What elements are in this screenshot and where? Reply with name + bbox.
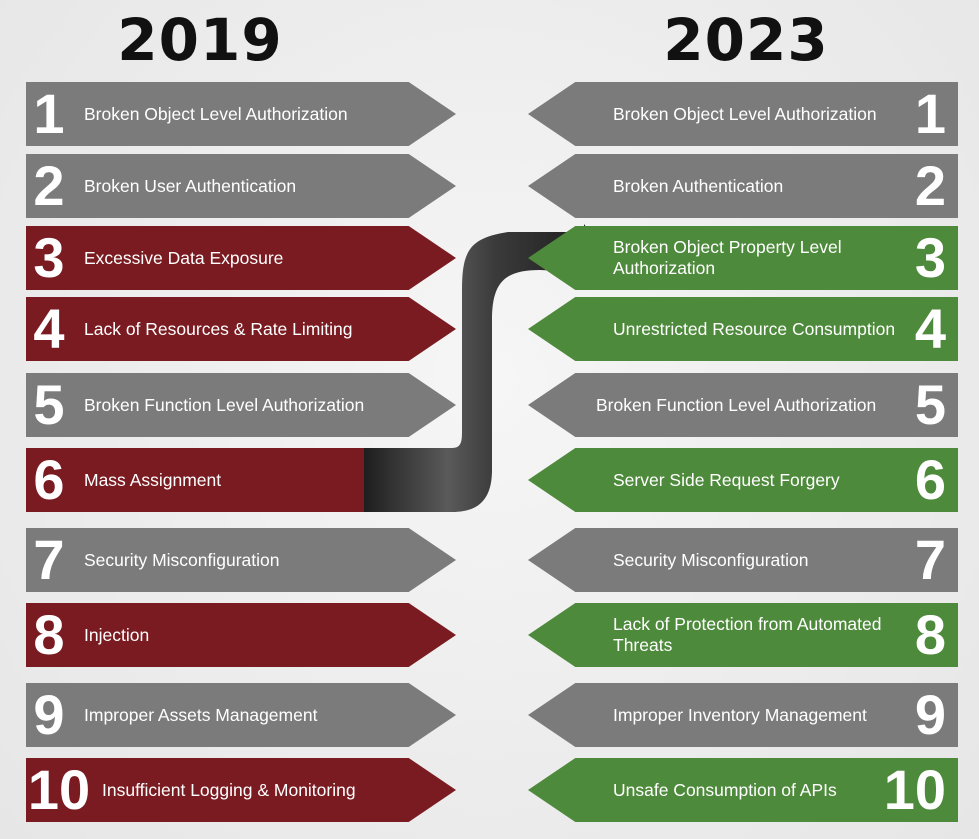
left-item-6: 6 Mass Assignment — [26, 448, 364, 512]
left-item-number: 2 — [33, 154, 65, 217]
right-item-label: Unsafe Consumption of APIs — [613, 779, 837, 800]
right-item-number: 3 — [914, 226, 946, 289]
left-item-label: Broken Object Level Authorization — [84, 103, 348, 124]
left-item-label: Broken User Authentication — [84, 175, 297, 196]
left-item-number: 8 — [33, 603, 65, 666]
right-item-number: 1 — [914, 82, 946, 145]
right-item-number: 9 — [914, 683, 946, 746]
left-item-label: Improper Assets Management — [84, 704, 318, 725]
left-item-label: Lack of Resources & Rate Limiting — [84, 318, 353, 339]
year-2023-heading: 2023 — [663, 6, 829, 74]
right-item-label: Broken Function Level Authorization — [596, 394, 877, 415]
left-item-10: 10 Insufficient Logging & Monitoring — [26, 758, 456, 822]
left-item-number: 3 — [33, 226, 65, 289]
left-item-7: 7 Security Misconfiguration — [26, 528, 456, 592]
left-item-2: 2 Broken User Authentication — [26, 154, 456, 218]
left-item-number: 5 — [33, 373, 65, 436]
right-item-number: 10 — [883, 758, 946, 821]
right-item-7: Security Misconfiguration 7 — [528, 528, 958, 592]
left-item-5: 5 Broken Function Level Authorization — [26, 373, 456, 437]
left-item-label: Security Misconfiguration — [84, 549, 280, 570]
right-item-label: Lack of Protection from Automated Threat… — [613, 614, 882, 655]
left-item-label: Injection — [84, 624, 150, 645]
right-item-4: Unrestricted Resource Consumption 4 — [528, 297, 958, 361]
right-item-10: Unsafe Consumption of APIs 10 — [528, 758, 958, 822]
right-item-8: Lack of Protection from Automated Threat… — [528, 603, 958, 667]
left-item-number: 6 — [33, 448, 65, 511]
right-item-6: Server Side Request Forgery 6 — [528, 448, 958, 512]
left-item-label: Broken Function Level Authorization — [84, 394, 365, 415]
right-item-3: Broken Object Property Level Authorizati… — [528, 226, 958, 290]
right-item-number: 4 — [914, 297, 946, 360]
right-item-label: Broken Object Property Level Authorizati… — [613, 237, 842, 278]
left-item-1: 1 Broken Object Level Authorization — [26, 82, 456, 146]
right-item-9: Improper Inventory Management 9 — [528, 683, 958, 747]
right-item-number: 2 — [914, 154, 946, 217]
right-item-label: Security Misconfiguration — [613, 549, 809, 570]
left-item-number: 7 — [33, 528, 65, 591]
year-2019-heading: 2019 — [117, 6, 283, 74]
left-item-3: 3 Excessive Data Exposure — [26, 226, 456, 290]
left-item-label: Excessive Data Exposure — [84, 247, 284, 268]
left-item-8: 8 Injection — [26, 603, 456, 667]
right-item-number: 7 — [914, 528, 946, 591]
right-item-number: 8 — [914, 603, 946, 666]
right-item-number: 6 — [914, 448, 946, 511]
left-item-4: 4 Lack of Resources & Rate Limiting — [26, 297, 456, 361]
left-item-number: 4 — [33, 297, 65, 360]
left-item-label: Insufficient Logging & Monitoring — [102, 779, 356, 800]
right-item-label: Improper Inventory Management — [613, 704, 867, 725]
left-item-9: 9 Improper Assets Management — [26, 683, 456, 747]
right-item-number: 5 — [914, 373, 946, 436]
right-item-5: Broken Function Level Authorization 5 — [528, 373, 958, 437]
left-item-label: Mass Assignment — [84, 469, 222, 490]
right-item-label: Broken Object Level Authorization — [613, 103, 877, 124]
right-item-label: Unrestricted Resource Consumption — [613, 318, 896, 339]
right-item-label: Broken Authentication — [613, 175, 784, 196]
left-item-number: 1 — [33, 82, 65, 145]
right-item-label: Server Side Request Forgery — [613, 469, 840, 490]
left-item-number: 9 — [33, 683, 65, 746]
right-item-1: Broken Object Level Authorization 1 — [528, 82, 958, 146]
left-item-number: 10 — [27, 758, 91, 821]
right-item-2: Broken Authentication 2 — [528, 154, 958, 218]
